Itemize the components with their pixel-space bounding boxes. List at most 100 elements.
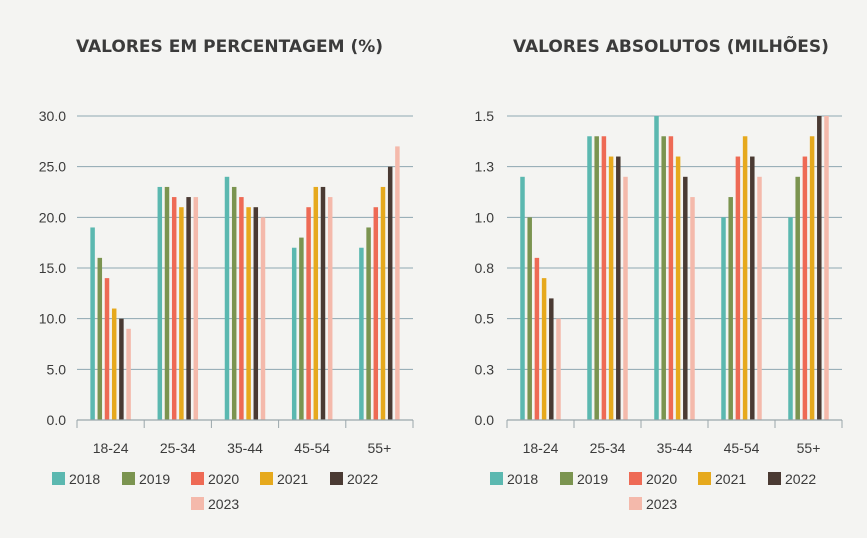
- y-tick-label: 0.0: [475, 412, 495, 428]
- bar-35-44-2020: [668, 136, 674, 420]
- bar-55+-2019: [795, 176, 800, 420]
- legend-label-2023: 2023: [208, 496, 239, 512]
- bar-18-24-2021: [541, 278, 547, 420]
- legend: 2018 2019 2020 2021 2022 2023: [490, 471, 816, 512]
- bar-35-44-2021: [675, 156, 681, 421]
- legend-label-2018: 2018: [507, 471, 538, 487]
- bar-25-34-2023: [193, 197, 199, 420]
- bar-25-34-2021: [179, 207, 184, 420]
- bar-45-54-2023: [757, 176, 762, 420]
- legend-swatch-2018: [490, 472, 503, 485]
- legend-swatch-2023: [629, 497, 642, 510]
- bar-55+-2020: [373, 207, 379, 420]
- y-tick-label: 15.0: [39, 260, 66, 276]
- x-tick-label: 35-44: [657, 440, 693, 456]
- bar-18-24-2019: [527, 217, 532, 420]
- bar-35-44-2020: [239, 197, 244, 420]
- bar-18-24-2018: [90, 227, 95, 420]
- x-tick-label: 35-44: [227, 440, 263, 456]
- bar-55+-2023: [824, 116, 829, 420]
- bar-45-54-2018: [721, 217, 726, 420]
- bar-45-54-2019: [728, 197, 733, 420]
- bar-35-44-2023: [690, 197, 695, 420]
- x-tick-label: 55+: [368, 440, 392, 456]
- x-tick-label: 25-34: [160, 440, 196, 456]
- y-tick-label: 1.5: [475, 108, 495, 124]
- bar-55+-2018: [788, 217, 793, 420]
- bar-55+-2022: [817, 116, 822, 420]
- legend-label-2019: 2019: [577, 471, 608, 487]
- legend-label-2021: 2021: [277, 471, 308, 487]
- bar-18-24-2023: [126, 328, 131, 420]
- legend-label-2021: 2021: [715, 471, 746, 487]
- legend-swatch-2020: [191, 472, 204, 485]
- bar-45-54-2020: [306, 207, 311, 420]
- legend-swatch-2021: [698, 472, 711, 485]
- legend-label-2020: 2020: [646, 471, 677, 487]
- bar-55+-2020: [802, 156, 808, 421]
- x-tick-label: 18-24: [93, 440, 129, 456]
- chart-title: VALORES EM PERCENTAGEM (%): [76, 37, 383, 57]
- chart-1: VALORES EM PERCENTAGEM (%) 0.0 5.0 10.0 15.0…: [39, 37, 414, 512]
- y-tick-label: 0.3: [475, 361, 495, 377]
- bar-45-54-2022: [750, 156, 755, 421]
- legend-label-2022: 2022: [347, 471, 378, 487]
- legend-label-2020: 2020: [208, 471, 239, 487]
- bar-55+-2021: [809, 136, 815, 420]
- bar-18-24-2022: [119, 318, 124, 420]
- legend-swatch-2022: [330, 472, 343, 485]
- bar-35-44-2019: [231, 186, 237, 420]
- bar-55+-2023: [395, 146, 400, 420]
- bar-45-54-2022: [320, 186, 326, 420]
- bar-45-54-2023: [327, 197, 333, 420]
- bar-25-34-2022: [616, 156, 621, 421]
- bar-35-44-2018: [654, 116, 659, 420]
- x-tick-label: 45-54: [294, 440, 330, 456]
- y-tick-label: 0.8: [475, 260, 495, 276]
- legend-swatch-2018: [52, 472, 65, 485]
- bar-35-44-2022: [683, 176, 688, 420]
- legend-swatch-2020: [629, 472, 642, 485]
- bar-18-24-2020: [534, 257, 540, 420]
- bar-45-54-2019: [299, 237, 304, 420]
- bar-45-54-2020: [735, 156, 741, 421]
- y-tick-label: 5.0: [47, 361, 67, 377]
- bar-25-34-2023: [623, 176, 628, 420]
- bar-25-34-2021: [608, 156, 614, 421]
- chart-title: VALORES ABSOLUTOS (MILHÕES): [513, 34, 829, 57]
- bar-35-44-2018: [224, 176, 230, 420]
- legend-label-2018: 2018: [69, 471, 100, 487]
- bar-25-34-2020: [601, 136, 607, 420]
- bar-18-24-2023: [556, 318, 561, 420]
- legend-swatch-2022: [768, 472, 781, 485]
- y-tick-label: 1.3: [475, 159, 495, 175]
- bar-25-34-2022: [186, 197, 191, 420]
- bar-45-54-2018: [291, 247, 297, 420]
- bar-18-24-2022: [549, 298, 554, 420]
- legend-label-2022: 2022: [785, 471, 816, 487]
- y-tick-label: 20.0: [39, 209, 66, 225]
- y-tick-label: 30.0: [39, 108, 66, 124]
- bar-18-24-2019: [97, 257, 103, 420]
- bar-35-44-2019: [661, 136, 666, 420]
- bar-55+-2021: [380, 186, 386, 420]
- bar-35-44-2021: [246, 207, 251, 420]
- bar-18-24-2020: [104, 278, 110, 420]
- x-tick-label: 25-34: [590, 440, 626, 456]
- bar-25-34-2019: [594, 136, 599, 420]
- y-tick-label: 1.0: [475, 209, 495, 225]
- legend-swatch-2019: [560, 472, 573, 485]
- y-tick-label: 25.0: [39, 159, 66, 175]
- legend-swatch-2021: [260, 472, 273, 485]
- y-tick-label: 0.0: [47, 412, 67, 428]
- bar-55+-2019: [366, 227, 371, 420]
- legend-label-2023: 2023: [646, 496, 677, 512]
- bar-45-54-2021: [742, 136, 748, 420]
- y-tick-label: 10.0: [39, 311, 66, 327]
- bar-25-34-2020: [171, 197, 177, 420]
- x-tick-label: 45-54: [724, 440, 760, 456]
- bar-25-34-2018: [157, 186, 163, 420]
- bar-18-24-2021: [111, 308, 117, 420]
- legend-swatch-2023: [191, 497, 204, 510]
- legend-label-2019: 2019: [139, 471, 170, 487]
